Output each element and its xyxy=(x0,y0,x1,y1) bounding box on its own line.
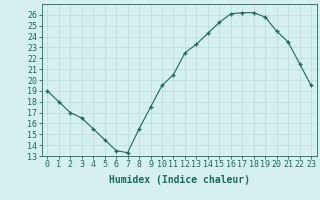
X-axis label: Humidex (Indice chaleur): Humidex (Indice chaleur) xyxy=(109,175,250,185)
